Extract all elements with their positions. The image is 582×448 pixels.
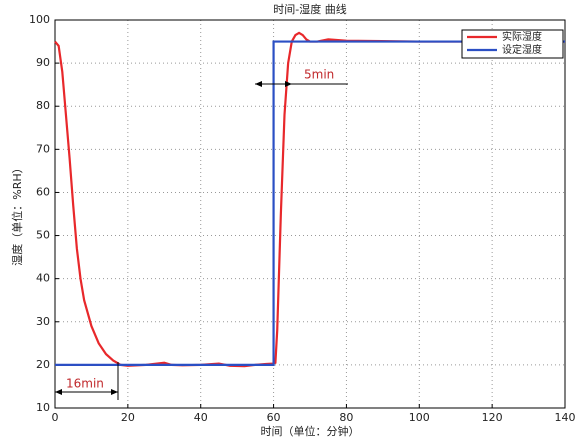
y-tick-label: 30 [36,315,50,328]
data-line [55,40,565,366]
annotation: 16min [66,377,104,391]
y-tick-label: 80 [36,99,50,112]
x-axis-label: 时间（单位：分钟） [261,424,360,438]
y-tick-label: 70 [36,142,50,155]
legend-box [461,29,564,59]
plot-frame [54,19,566,409]
y-tick-label: 100 [29,13,50,26]
annotation: 5min [304,68,334,82]
x-tick-label: 80 [339,411,353,424]
arrow-head [285,81,292,87]
x-tick-label: 60 [267,411,281,424]
x-tick-label: 0 [52,411,59,424]
arrow-head [255,81,262,87]
x-tick-label: 40 [194,411,208,424]
arrow-head [111,389,118,395]
arrow-head [55,389,62,395]
y-tick-label: 10 [36,401,50,414]
y-tick-label: 60 [36,185,50,198]
legend-label: 设定湿度 [502,43,542,56]
x-tick-label: 140 [555,411,576,424]
data-line [54,31,565,368]
y-tick-label: 90 [36,56,50,69]
x-tick-label: 120 [482,411,503,424]
y-tick-label: 40 [36,272,50,285]
y-tick-label: 50 [36,229,50,242]
y-tick-label: 20 [36,358,50,371]
x-tick-label: 100 [409,411,430,424]
legend-label: 实际湿度 [502,30,542,43]
y-axis-label: 湿度（单位：%RH） [10,162,24,265]
x-tick-label: 20 [121,411,135,424]
chart-title: 时间-湿度 曲线 [273,2,346,16]
